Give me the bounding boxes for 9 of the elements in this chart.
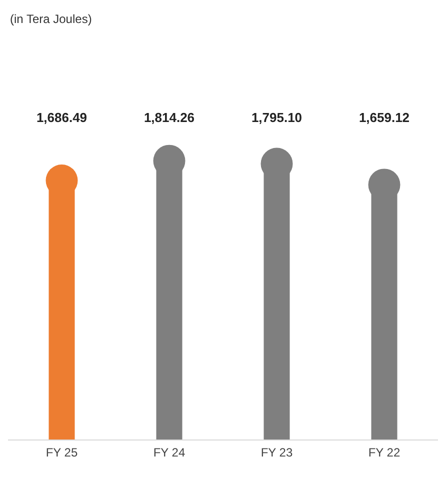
data-label: 1,686.49	[36, 110, 88, 125]
chart-subtitle: (in Tera Joules)	[9, 11, 93, 28]
x-tick-label: FY 23	[260, 446, 293, 460]
x-tick-label: FY 24	[153, 446, 186, 460]
data-label: 1,795.10	[251, 110, 302, 125]
data-label: 1,814.26	[144, 110, 195, 125]
x-tick-label: FY 25	[46, 446, 78, 460]
x-tick-label: FY 22	[368, 446, 400, 460]
data-label: 1,659.12	[358, 110, 410, 125]
